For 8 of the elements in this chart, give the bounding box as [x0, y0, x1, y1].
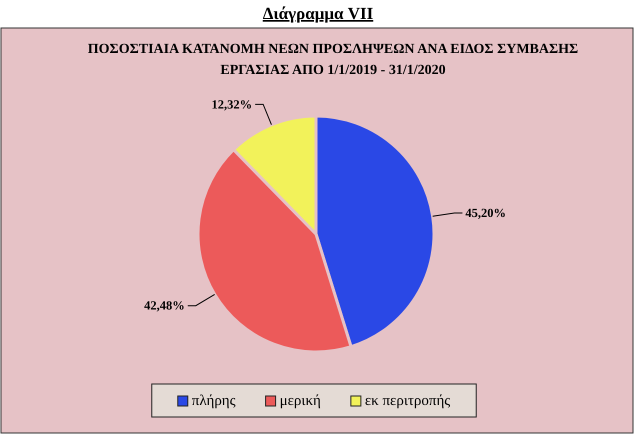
- chart-title: Διάγραμμα VII: [262, 4, 374, 23]
- data-label: 45,20%: [465, 206, 506, 220]
- legend-label: εκ περιτροπής: [364, 393, 450, 409]
- legend-label: μερική: [280, 393, 322, 409]
- chart-subtitle: ΠΟΣΟΣΤΙΑΙΑ ΚΑΤΑΝΟΜΗ ΝΕΩΝ ΠΡΟΣΛΗΨΕΩΝ ΑΝΑ ΕΙΔΟΣ ΣΥΜΒΑΣΗΣ ΕΡΓΑΣΙΑΣ ΑΠΟ 1/1/2019 - 31/1/2020: [88, 42, 578, 78]
- data-label: 12,32%: [212, 97, 252, 112]
- data-label: 42,48%: [144, 298, 185, 313]
- legend-label: πλήρης: [192, 393, 236, 409]
